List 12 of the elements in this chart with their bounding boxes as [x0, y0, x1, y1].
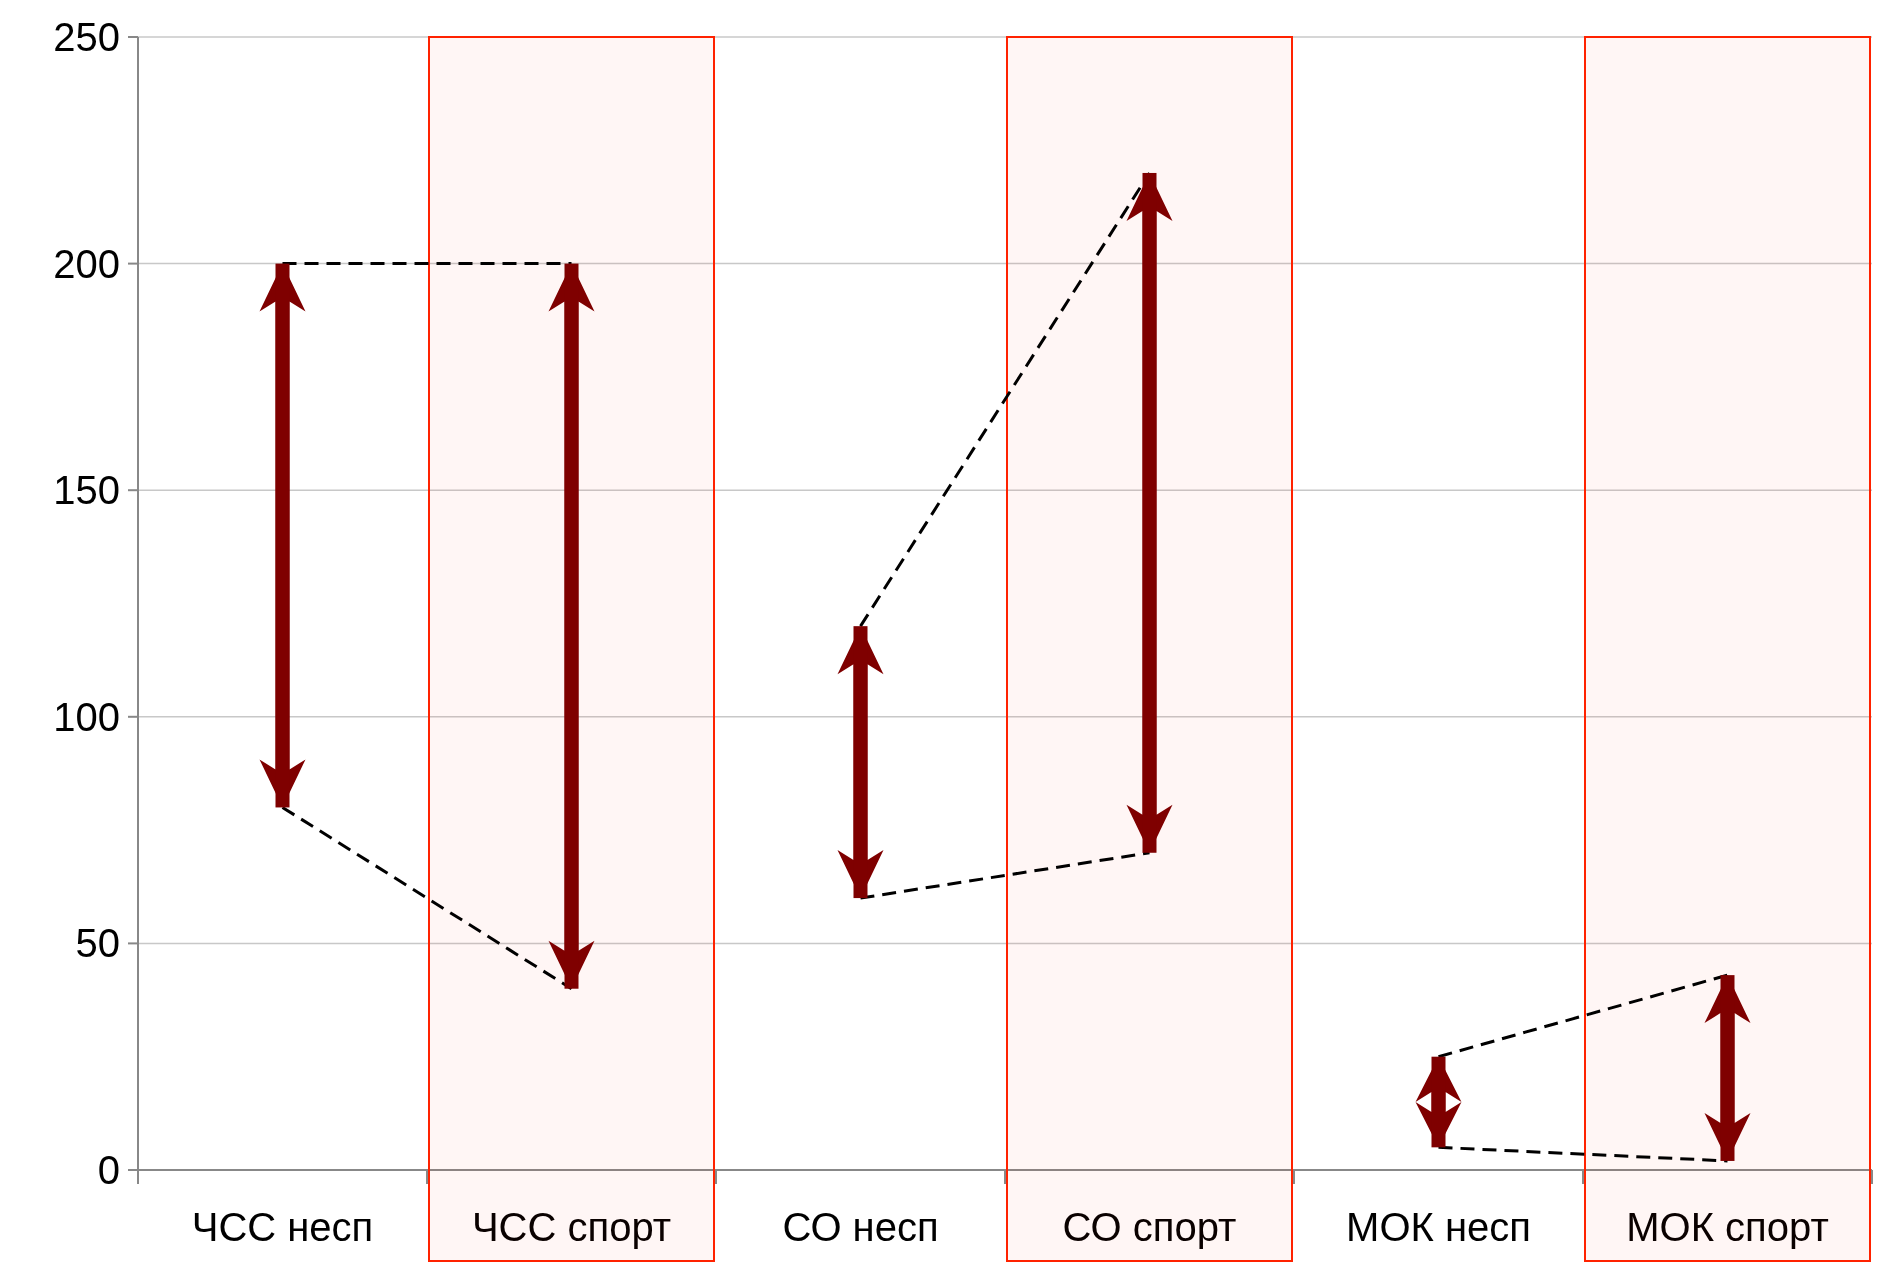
y-tick-label: 0 — [97, 1148, 120, 1192]
x-tick-label: СО несп — [782, 1205, 939, 1249]
x-tick-label: ЧСС спорт — [471, 1205, 672, 1249]
x-tick-label: СО спорт — [1062, 1205, 1237, 1249]
y-tick-label: 100 — [53, 694, 120, 739]
y-tick-label: 250 — [53, 15, 120, 59]
x-tick-label: МОК несп — [1346, 1205, 1531, 1249]
y-tick-label: 150 — [53, 468, 120, 513]
y-tick-label: 50 — [75, 921, 120, 966]
x-tick-label: ЧСС несп — [191, 1205, 374, 1249]
x-tick-label: МОК спорт — [1626, 1205, 1829, 1249]
y-tick-label: 200 — [53, 241, 120, 286]
